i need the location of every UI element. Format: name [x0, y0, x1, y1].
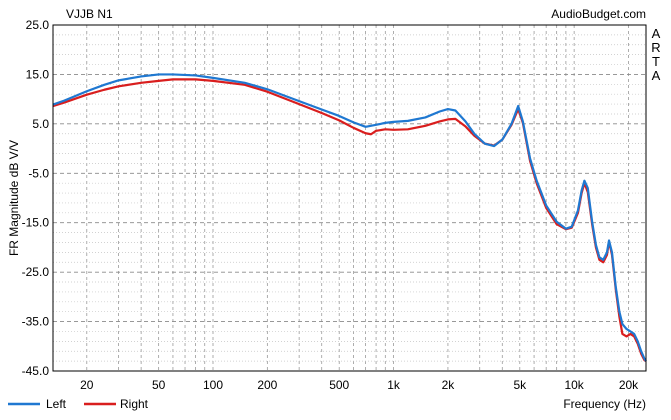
- chart-title: VJJB N1: [66, 7, 113, 21]
- legend: Left Right: [8, 397, 149, 411]
- legend-right-label: Right: [120, 397, 149, 411]
- y-tick-label: -15.0: [22, 216, 50, 230]
- arta-letter: A: [652, 26, 661, 41]
- arta-letter: T: [652, 54, 660, 69]
- x-tick-label: 1k: [387, 378, 401, 392]
- x-tick-label: 200: [257, 378, 277, 392]
- x-tick-label: 20k: [619, 378, 639, 392]
- x-tick-label: 10k: [564, 378, 584, 392]
- x-tick-label: 50: [152, 378, 166, 392]
- x-axis-label: Frequency (Hz): [563, 397, 646, 411]
- y-tick-label: 25.0: [26, 18, 50, 32]
- y-axis-label: FR Magnitude dB V/V: [7, 140, 21, 256]
- arta-letter: R: [651, 40, 660, 55]
- plot-frame: [52, 24, 647, 372]
- y-tick-label: 15.0: [26, 67, 50, 81]
- x-tick-label: 20: [80, 378, 94, 392]
- curves: [52, 73, 647, 363]
- watermark: AudioBudget.com: [551, 7, 646, 21]
- y-tick-label: -35.0: [22, 315, 50, 329]
- tick-labels: 20 50 100 200 500 1k 2k 5k 10k 20k 25.0 15.0 5.0 -5.0…: [22, 18, 640, 392]
- y-tick-label: -25.0: [22, 265, 50, 279]
- series-line-left: [52, 73, 647, 362]
- x-tick-label: 2k: [442, 378, 456, 392]
- x-tick-label: 5k: [513, 378, 527, 392]
- y-tick-label: 5.0: [32, 117, 49, 131]
- y-tick-label: -5.0: [28, 166, 49, 180]
- legend-left-label: Left: [46, 397, 67, 411]
- arta-letter: A: [652, 68, 661, 83]
- x-tick-label: 500: [329, 378, 349, 392]
- x-tick-label: 100: [203, 378, 223, 392]
- y-tick-label: -45.0: [22, 364, 50, 378]
